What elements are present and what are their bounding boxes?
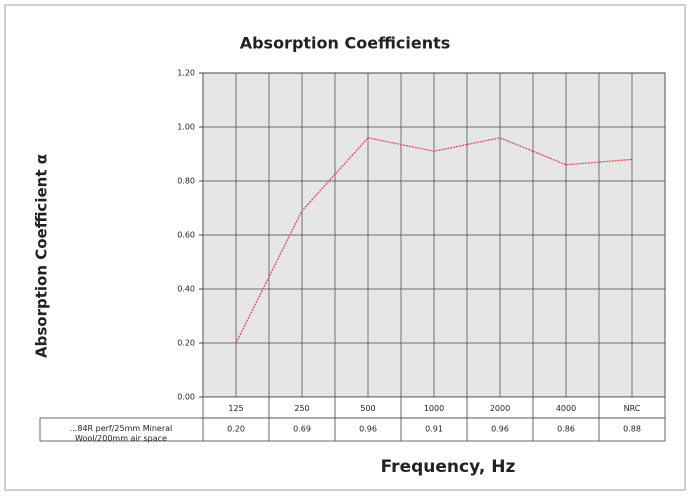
x-tick-label: 2000 <box>490 404 510 413</box>
x-tick-label: 1000 <box>424 404 444 413</box>
table-row <box>39 417 666 442</box>
chart-title: Absorption Coefficients <box>240 34 451 53</box>
y-tick-label: 0.80 <box>177 177 195 186</box>
value-label: 0.96 <box>491 425 509 434</box>
legend-entry: ...84R perf/25mm Mineral Wool/200mm air … <box>69 424 173 443</box>
value-label: 0.20 <box>227 425 245 434</box>
x-tick-label: NRC <box>624 404 641 413</box>
y-tick-label: 0.40 <box>177 285 195 294</box>
y-tick-label: 0.00 <box>177 393 195 402</box>
value-label: 0.96 <box>359 425 377 434</box>
value-label: 0.88 <box>623 425 641 434</box>
data-line <box>235 137 633 344</box>
x-tick-label: 500 <box>360 404 375 413</box>
x-tick-label: 4000 <box>556 404 576 413</box>
x-tick-label: 125 <box>228 404 243 413</box>
y-tick-label: 1.20 <box>177 69 195 78</box>
y-tick-label: 0.20 <box>177 339 195 348</box>
value-label: 0.86 <box>557 425 575 434</box>
value-label: 0.91 <box>425 425 443 434</box>
x-axis-label: Frequency, Hz <box>381 457 516 477</box>
x-tick-label: 250 <box>294 404 309 413</box>
y-tick-label: 1.00 <box>177 123 195 132</box>
y-tick-label: 0.60 <box>177 231 195 240</box>
y-axis-label: Absorption Coefficient α <box>33 154 51 358</box>
value-label: 0.69 <box>293 425 311 434</box>
